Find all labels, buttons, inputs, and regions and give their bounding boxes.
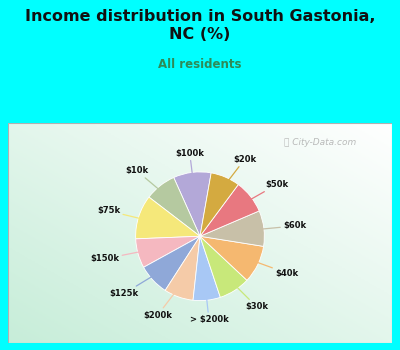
Wedge shape xyxy=(200,211,264,246)
Wedge shape xyxy=(149,177,200,236)
Wedge shape xyxy=(136,197,200,239)
Wedge shape xyxy=(136,236,200,267)
Text: $50k: $50k xyxy=(236,180,289,208)
Text: Income distribution in South Gastonia,
NC (%): Income distribution in South Gastonia, N… xyxy=(25,9,375,42)
Text: $125k: $125k xyxy=(110,268,166,298)
Wedge shape xyxy=(200,236,247,297)
Text: $40k: $40k xyxy=(242,257,298,278)
Wedge shape xyxy=(144,236,200,290)
Wedge shape xyxy=(193,236,220,301)
Text: $200k: $200k xyxy=(143,280,184,320)
Wedge shape xyxy=(200,184,259,236)
Wedge shape xyxy=(165,236,200,300)
Wedge shape xyxy=(174,172,211,236)
Text: $30k: $30k xyxy=(225,275,268,311)
Text: $150k: $150k xyxy=(90,249,155,263)
Text: $20k: $20k xyxy=(218,155,256,194)
Text: $10k: $10k xyxy=(125,166,171,200)
Text: $60k: $60k xyxy=(246,222,306,231)
Text: All residents: All residents xyxy=(158,58,242,71)
Text: $100k: $100k xyxy=(175,149,204,190)
Text: ⓘ City-Data.com: ⓘ City-Data.com xyxy=(284,138,357,147)
Text: $75k: $75k xyxy=(97,206,156,222)
Text: > $200k: > $200k xyxy=(190,282,228,324)
Wedge shape xyxy=(200,236,264,280)
Wedge shape xyxy=(200,173,238,236)
